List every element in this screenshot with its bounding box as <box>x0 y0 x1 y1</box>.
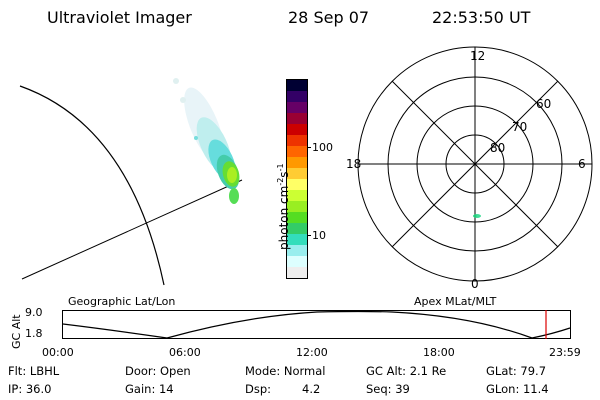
dsp-label: Dsp: <box>245 382 272 396</box>
ytick-1-8: 1.8 <box>25 327 43 340</box>
glat-info: GLat: 79.7 <box>486 364 547 378</box>
polar-plot: 12 6 0 18 60 70 80 <box>346 46 593 291</box>
ytick-9: 9.0 <box>25 306 43 319</box>
colorbar-band <box>287 168 307 179</box>
mlt-label-6: 6 <box>578 157 586 171</box>
colorbar-band <box>287 267 307 278</box>
mlt-label-18: 18 <box>346 157 361 171</box>
colorbar-band <box>287 91 307 102</box>
mlt-label-0: 0 <box>471 277 479 291</box>
colorbar-band <box>287 201 307 212</box>
polar-aurora-spot <box>473 214 481 218</box>
apex-title: Apex MLat/MLT <box>414 295 497 308</box>
colorbar-band <box>287 212 307 223</box>
xtick-1800: 18:00 <box>423 346 455 359</box>
colorbar-band <box>287 80 307 91</box>
mlt-label-12: 12 <box>470 49 485 63</box>
flt-info: Flt: LBHL <box>8 364 60 378</box>
colorbar-band <box>287 146 307 157</box>
colorbar-band <box>287 234 307 245</box>
colorbar-label: photon cm-2s-1 <box>276 163 291 250</box>
colorbar-band <box>287 124 307 135</box>
aurora-emission <box>173 78 240 204</box>
dsp-value: 4.2 <box>302 382 321 396</box>
orbit-altitude-curve <box>62 310 571 339</box>
ip-info: IP: 36.0 <box>8 382 52 396</box>
colorbar-band <box>287 135 307 146</box>
colorbar-band <box>287 113 307 124</box>
earth-limb <box>19 85 165 286</box>
image-time: 22:53:50 UT <box>432 8 531 27</box>
colorbar-band <box>287 245 307 256</box>
colorbar-band <box>287 157 307 168</box>
colorbar-band <box>287 190 307 201</box>
colorbar-tick-10: 10 <box>312 229 326 242</box>
xtick-1200: 12:00 <box>296 346 328 359</box>
mode-info: Mode: Normal <box>245 364 326 378</box>
geographic-map <box>19 78 243 286</box>
orbit-timeline <box>62 310 571 339</box>
gain-info: Gain: 14 <box>125 382 174 396</box>
xtick-0000: 00:00 <box>42 346 74 359</box>
seq-info: Seq: 39 <box>366 382 410 396</box>
colorbar <box>286 79 308 279</box>
colorbar-band <box>287 179 307 190</box>
glon-info: GLon: 11.4 <box>486 382 549 396</box>
lat-label-80: 80 <box>490 141 505 155</box>
gc-alt-label: GC Alt <box>10 314 23 349</box>
xtick-2359: 23:59 <box>549 346 581 359</box>
terminator-line <box>21 179 243 280</box>
colorbar-band <box>287 102 307 113</box>
lat-label-60: 60 <box>536 97 551 111</box>
colorbar-band <box>287 223 307 234</box>
gc-alt-info: GC Alt: 2.1 Re <box>366 364 447 378</box>
xtick-0600: 06:00 <box>169 346 201 359</box>
lat-label-70: 70 <box>512 120 527 134</box>
geographic-title: Geographic Lat/Lon <box>68 295 176 308</box>
colorbar-tick-100: 100 <box>312 141 333 154</box>
image-date: 28 Sep 07 <box>288 8 370 27</box>
instrument-title: Ultraviolet Imager <box>47 8 192 27</box>
door-info: Door: Open <box>125 364 191 378</box>
colorbar-band <box>287 256 307 267</box>
